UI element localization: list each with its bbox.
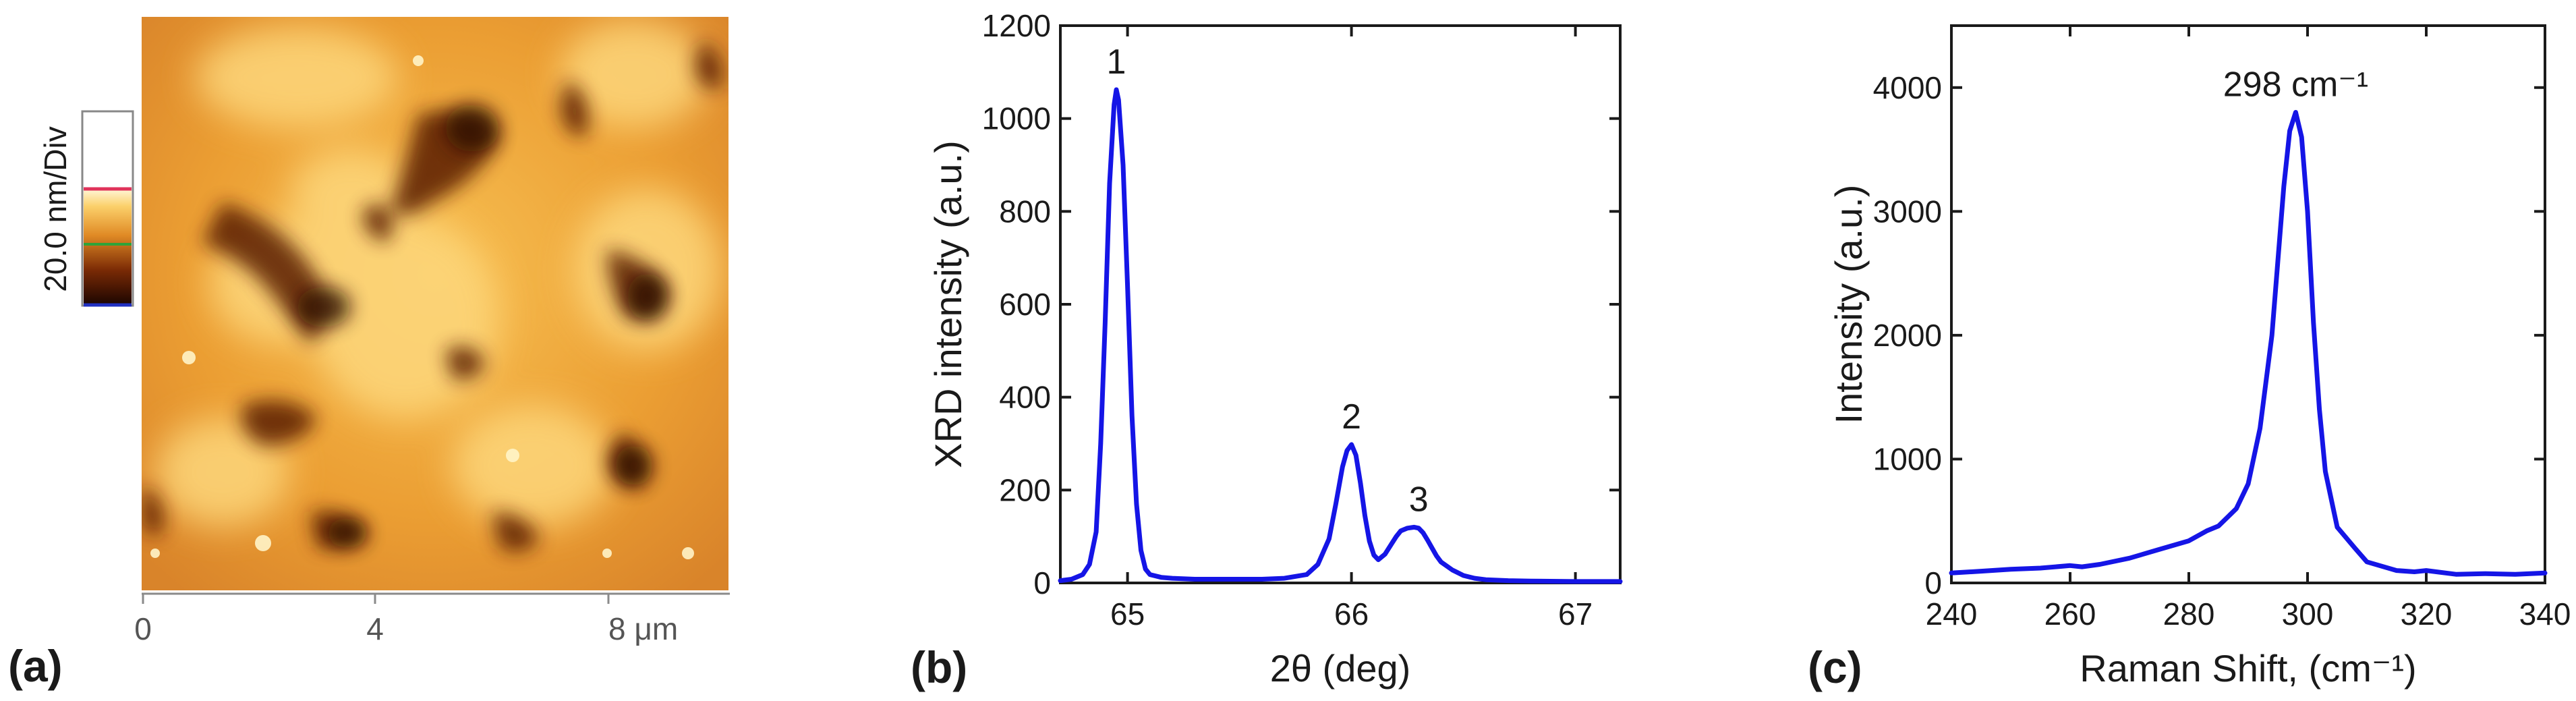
xrd-annotation: 2 (1342, 397, 1361, 437)
panel-label-c: (c) (1808, 642, 1862, 692)
raman-y-tick-label: 1000 (1873, 441, 1942, 476)
afm-tick-label-0: 0 (134, 611, 152, 646)
xrd-y-tick-label: 200 (999, 472, 1051, 507)
xrd-y-tick-label: 1200 (982, 8, 1051, 43)
raman-y-ticks: 0 1000 2000 3000 4000 (1873, 70, 2545, 600)
raman-y-tick-label: 2000 (1873, 318, 1942, 353)
raman-x-tick-label: 260 (2044, 596, 2096, 632)
xrd-x-tick-label: 66 (1334, 596, 1369, 632)
afm-highlights (150, 55, 694, 559)
raman-x-tick-label: 340 (2519, 596, 2571, 632)
afm-x-axis: 0 4 8 μm (134, 592, 730, 646)
xrd-plot-frame (1059, 24, 1622, 584)
xrd-series-line (1058, 87, 1623, 584)
raman-x-axis-title: Raman Shift, (cm⁻¹) (2080, 647, 2416, 690)
raman-y-tick-label: 4000 (1873, 70, 1942, 105)
colorbar-gradient (84, 189, 132, 305)
raman-x-tick-label: 280 (2163, 596, 2215, 632)
xrd-x-ticks: 65 66 67 (1110, 26, 1593, 632)
raman-y-tick-label: 3000 (1873, 194, 1942, 229)
xrd-x-tick-label: 65 (1110, 596, 1145, 632)
raman-plot-frame (1950, 24, 2546, 584)
raman-peak-label: 298 cm⁻¹ (2223, 65, 2368, 104)
colorbar-label: 20.0 nm/Div (38, 126, 73, 291)
xrd-x-tick-label: 67 (1558, 596, 1593, 632)
xrd-y-ticks: 0 200 400 600 800 1000 1200 (982, 8, 1620, 600)
raman-annotation: 298 cm⁻¹ (2223, 65, 2368, 104)
raman-x-ticks: 240 260 280 300 320 340 (1926, 26, 2571, 632)
raman-x-tick-label: 320 (2401, 596, 2453, 632)
panel-label-b: (b) (911, 642, 967, 692)
xrd-y-tick-label: 1000 (982, 101, 1051, 136)
raman-panel: 240 260 280 300 320 340 0 1000 2000 3000 4000 298… (1808, 24, 2571, 692)
xrd-y-tick-label: 400 (999, 380, 1051, 415)
afm-dark-grain-boundaries (142, 40, 723, 552)
afm-tick-label-8: 8 μm (608, 611, 678, 646)
xrd-panel: 65 66 67 0 200 400 600 800 1000 1200 1 2 3 2θ (deg… (911, 8, 1623, 692)
xrd-x-axis-title: 2θ (deg) (1270, 647, 1411, 690)
afm-panel: 20.0 nm/Div (8, 17, 730, 691)
raman-x-tick-label: 300 (2282, 596, 2334, 632)
xrd-annotation: 1 (1107, 43, 1126, 82)
afm-tick-label-4: 4 (366, 611, 384, 646)
xrd-y-tick-label: 800 (999, 194, 1051, 229)
raman-y-axis-title: Intensity (a.u.) (1827, 185, 1870, 424)
raman-x-tick-label: 240 (1926, 596, 1978, 632)
xrd-y-tick-label: 600 (999, 287, 1051, 322)
xrd-y-axis-title: XRD intensity (a.u.) (927, 140, 969, 468)
raman-series-line (1949, 110, 2548, 577)
xrd-annotation: 3 (1409, 480, 1429, 519)
afm-image (142, 17, 728, 590)
panel-label-a: (a) (8, 641, 63, 691)
colorbar: 20.0 nm/Div (38, 110, 134, 307)
afm-darkest-spots (297, 105, 668, 548)
xrd-y-tick-label: 0 (1033, 565, 1051, 600)
raman-y-tick-label: 0 (1924, 565, 1942, 600)
xrd-peak-labels: 1 2 3 (1107, 43, 1429, 519)
